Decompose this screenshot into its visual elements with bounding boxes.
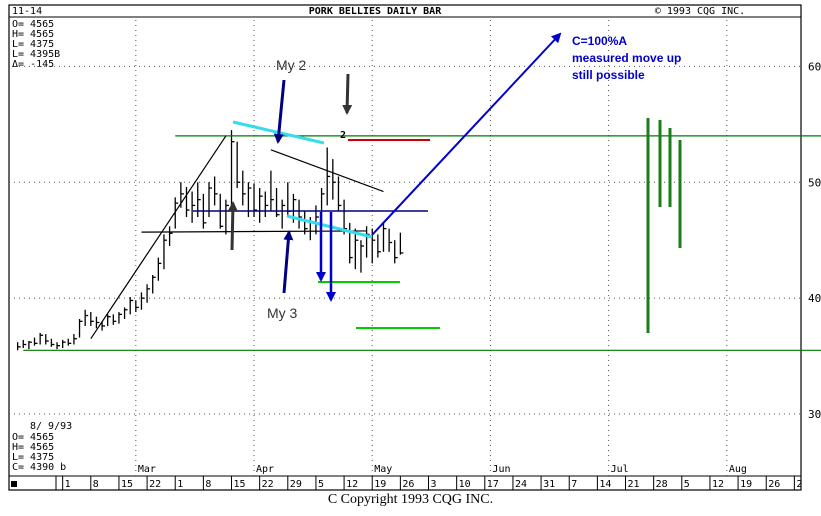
day-tick-label: 15 bbox=[234, 479, 246, 490]
readout-top-line: Δ= -145 bbox=[12, 59, 54, 70]
day-tick-label: 8 bbox=[93, 479, 99, 490]
projection-arrow bbox=[371, 32, 562, 236]
day-tick-label: 1 bbox=[65, 479, 71, 490]
footer-copyright: C Copyright 1993 CQG INC. bbox=[327, 492, 494, 507]
y-tick-label: 5000 bbox=[808, 176, 821, 189]
y-tick-label: 4000 bbox=[808, 292, 821, 305]
day-tick-label: 26 bbox=[768, 479, 780, 490]
readout-bottom-line: O= 4565 bbox=[12, 432, 54, 443]
month-label: May bbox=[374, 464, 392, 475]
day-tick-label: 12 bbox=[712, 479, 724, 490]
readout-top-line: L= 4395B bbox=[12, 49, 60, 60]
guide-lines bbox=[23, 135, 821, 351]
flag-line bbox=[270, 149, 384, 193]
scroll-marker bbox=[11, 481, 17, 487]
day-tick-label: 29 bbox=[290, 479, 302, 490]
target-text-1: C=100%A bbox=[572, 34, 627, 48]
day-tick-label: 5 bbox=[684, 479, 690, 490]
day-tick-label: 22 bbox=[262, 479, 274, 490]
day-tick-label: 10 bbox=[459, 479, 471, 490]
target-text-3: still possible bbox=[572, 68, 645, 82]
day-tick-label: 17 bbox=[487, 479, 499, 490]
day-tick-label: 8 bbox=[205, 479, 211, 490]
date-label: 11-14 bbox=[12, 6, 42, 17]
chart-title: PORK BELLIES DAILY BAR bbox=[309, 6, 442, 17]
overlay-annotations: 2 My 2 My 3 C=100%A measured move up sti… bbox=[193, 32, 682, 333]
wedge-lower-line bbox=[286, 214, 373, 239]
day-tick-label: 26 bbox=[402, 479, 414, 490]
day-tick-label: 24 bbox=[515, 479, 527, 490]
day-tick-label: 5 bbox=[318, 479, 324, 490]
day-tick-label: 3 bbox=[431, 479, 437, 490]
y-tick-label: 3000 bbox=[808, 408, 821, 421]
down-arrow-black bbox=[342, 73, 353, 115]
day-tick-label: 28 bbox=[656, 479, 668, 490]
readout-bottom-line: H= 4565 bbox=[12, 442, 54, 453]
trendline bbox=[90, 135, 227, 340]
header-copyright: © 1993 CQG INC. bbox=[655, 6, 745, 17]
month-label: Jun bbox=[492, 464, 510, 475]
target-text-2: measured move up bbox=[572, 51, 681, 65]
month-label: Jul bbox=[611, 464, 629, 475]
label-my2: My 2 bbox=[276, 57, 307, 73]
day-tick-label: 22 bbox=[149, 479, 161, 490]
day-tick-label: 2 bbox=[796, 479, 802, 490]
label-my3: My 3 bbox=[267, 305, 298, 321]
month-label: Apr bbox=[256, 464, 274, 475]
readout-top-line: L= 4375 bbox=[12, 39, 54, 50]
top-readout: O= 4565 H= 4565 L= 4375 L= 4395B Δ= -145 bbox=[12, 19, 60, 70]
readout-top-line: O= 4565 bbox=[12, 19, 54, 30]
day-tick-label: 15 bbox=[121, 479, 133, 490]
day-tick-label: 7 bbox=[571, 479, 577, 490]
readout-top-line: H= 4565 bbox=[12, 29, 54, 40]
month-label: Mar bbox=[138, 464, 156, 475]
support-line bbox=[141, 230, 367, 233]
pivot-label: 2 bbox=[340, 130, 346, 141]
day-tick-label: 19 bbox=[374, 479, 386, 490]
grid bbox=[9, 20, 801, 476]
bottom-readout: 8/ 9/93 O= 4565 H= 4565 L= 4375 C= 4390 … bbox=[12, 421, 72, 473]
day-tick-label: 21 bbox=[628, 479, 640, 490]
y-tick-label: 6000 bbox=[808, 60, 821, 73]
my2-arrow bbox=[273, 79, 286, 144]
day-tick-label: 1 bbox=[177, 479, 183, 490]
month-label: Aug bbox=[729, 464, 747, 475]
up-arrow-black bbox=[227, 201, 238, 251]
day-tick-label: 12 bbox=[346, 479, 358, 490]
y-axis: 3000 4000 5000 6000 bbox=[808, 60, 821, 421]
day-tick-label: 31 bbox=[543, 479, 555, 490]
readout-bottom-date: 8/ 9/93 bbox=[30, 421, 72, 432]
day-tick-label: 19 bbox=[740, 479, 752, 490]
readout-bottom-line: C= 4390 b bbox=[12, 462, 66, 473]
readout-bottom-line: L= 4375 bbox=[12, 452, 54, 463]
my3-arrow bbox=[282, 230, 294, 294]
plot-frame bbox=[8, 4, 802, 491]
day-tick-label: 14 bbox=[599, 479, 611, 490]
